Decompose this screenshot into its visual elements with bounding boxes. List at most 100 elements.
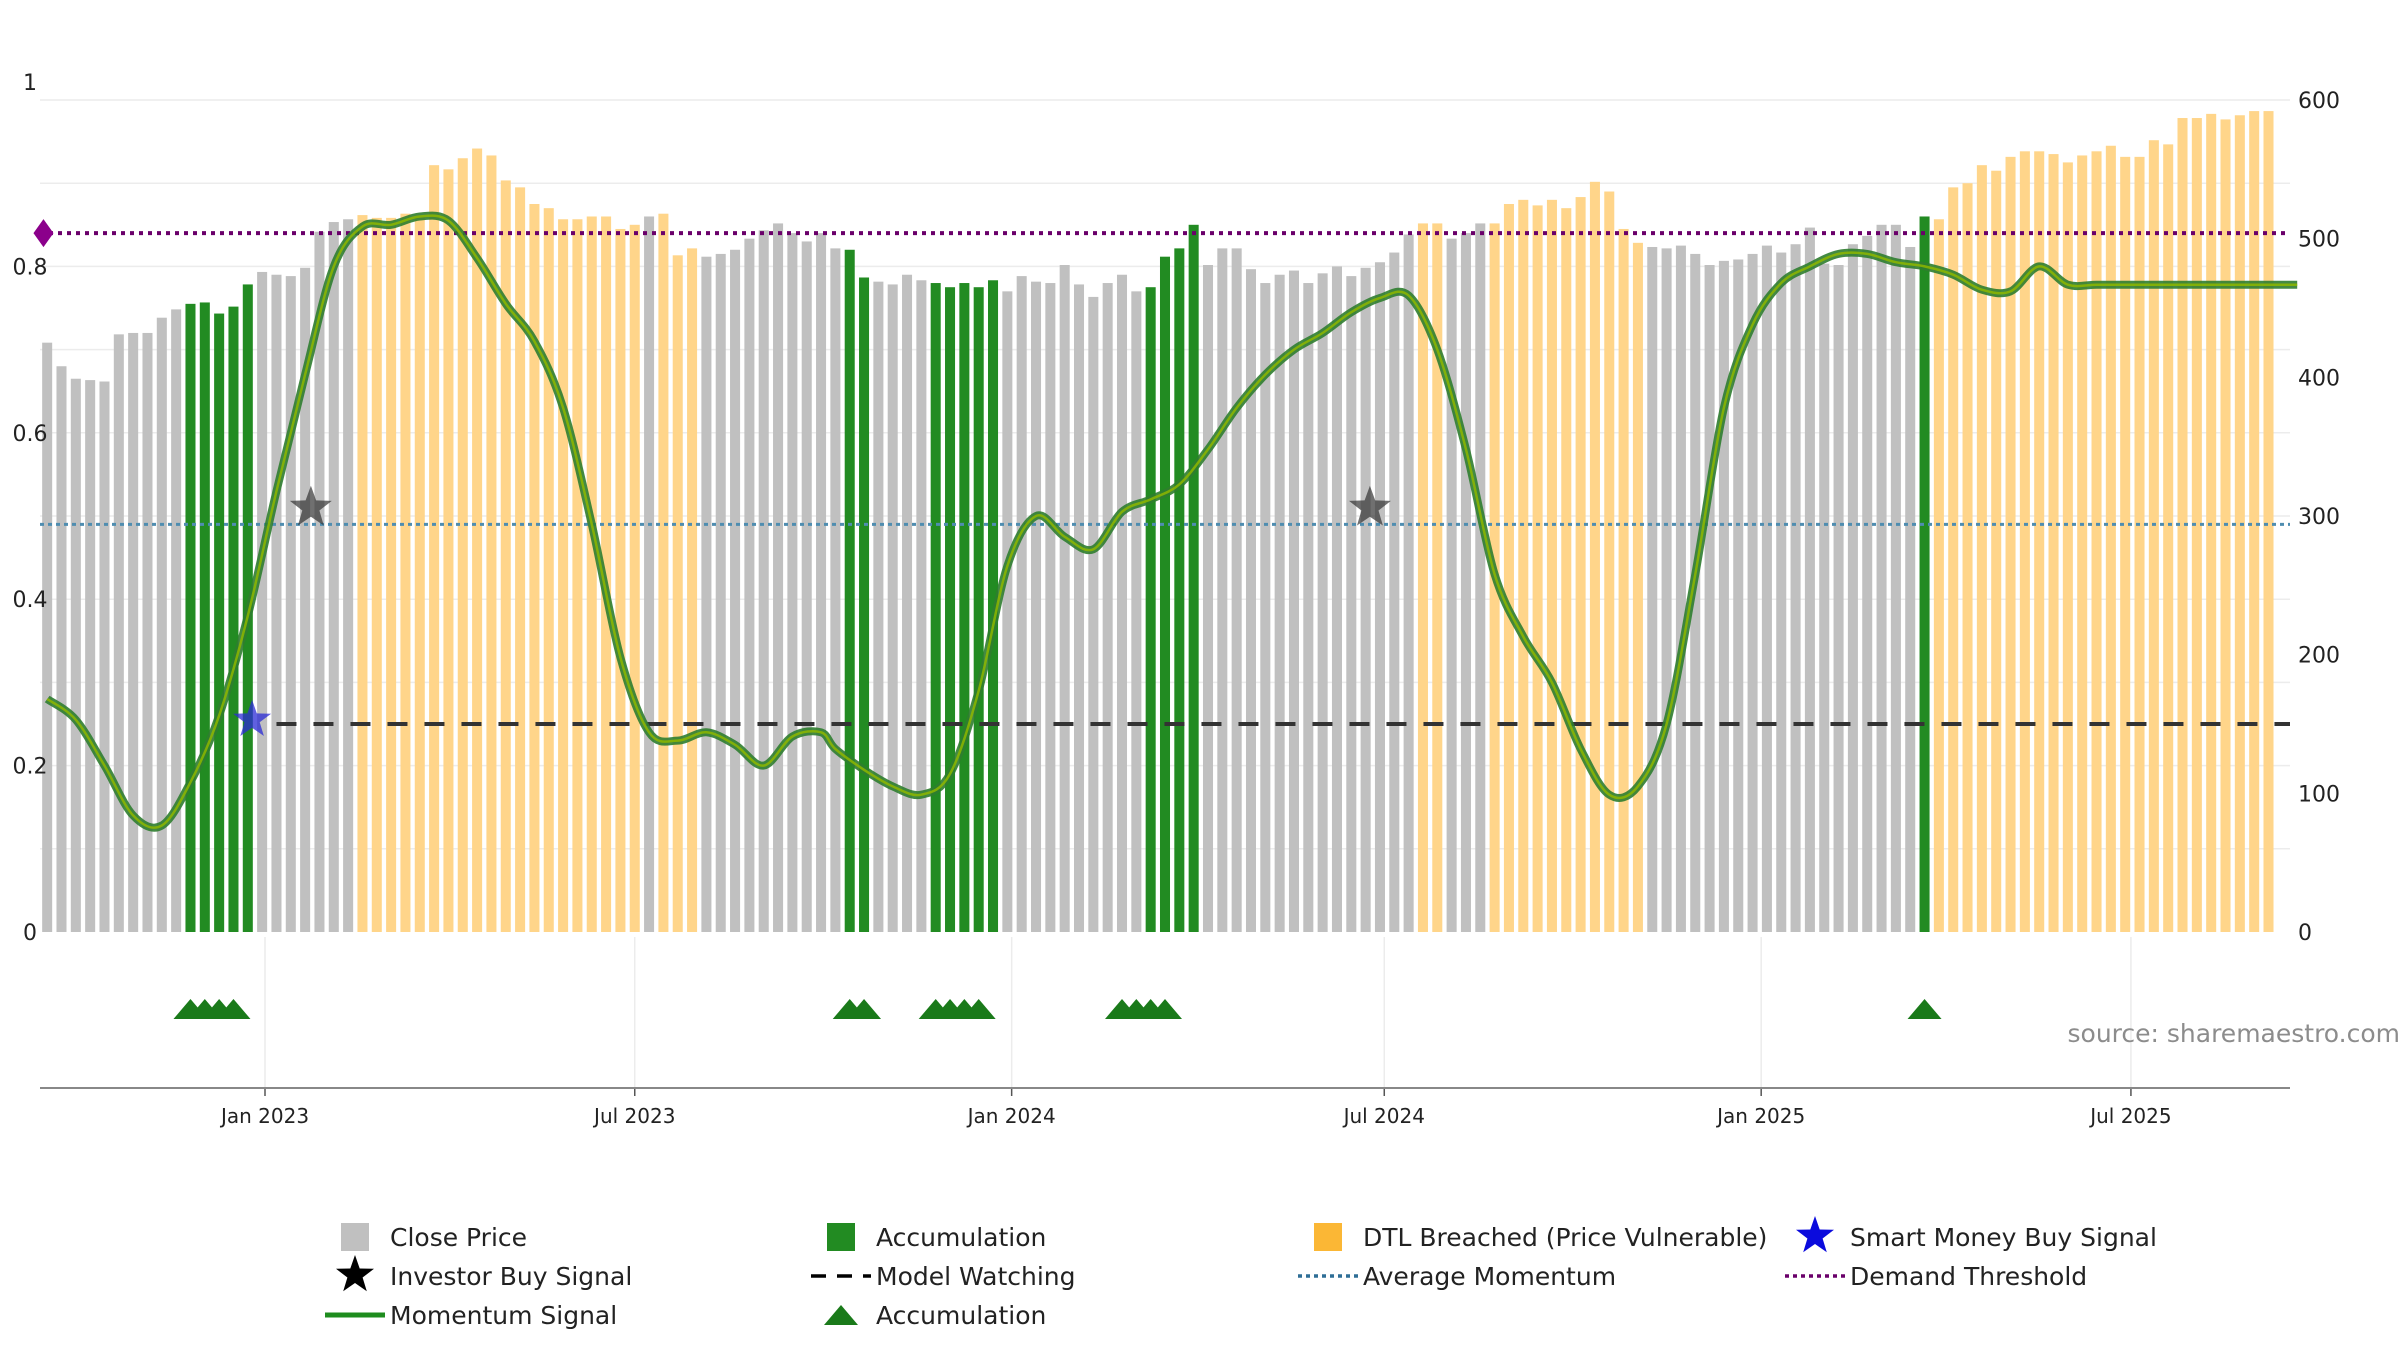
close-price-bar — [1403, 234, 1414, 933]
legend-item: Momentum Signal — [325, 1301, 617, 1330]
dtl-breached-bar — [586, 216, 597, 933]
dtl-breached-bar — [2034, 151, 2045, 933]
legend-star — [1796, 1216, 1834, 1253]
legend-item: Close Price — [341, 1223, 527, 1252]
momentum-signal-line — [44, 211, 2298, 832]
dtl-breached-bar — [529, 204, 540, 932]
accumulation-bar — [844, 249, 855, 932]
right-axis-tick-label: 100 — [2298, 782, 2340, 807]
legend-item: Model Watching — [811, 1262, 1076, 1291]
accumulation-triangle — [216, 999, 251, 1019]
close-price-bar — [1446, 238, 1457, 932]
accumulation-bar — [1174, 248, 1185, 932]
close-price-bar — [1833, 265, 1844, 933]
legend-swatch — [827, 1223, 855, 1251]
momentum-signal-highlight — [46, 214, 2298, 829]
right-axis-tick-label: 200 — [2298, 644, 2340, 669]
close-price-bar — [1647, 246, 1658, 932]
dtl-breached-bar — [1618, 228, 1629, 932]
legend-label: Accumulation — [876, 1301, 1046, 1330]
source-label: source: sharemaestro.com — [2068, 1019, 2400, 1048]
dtl-breached-bar — [1933, 219, 1944, 933]
accumulation-bar — [185, 303, 196, 933]
accumulation-bar — [1159, 256, 1171, 932]
close-price-bar — [1905, 246, 1916, 932]
dtl-breached-bar — [357, 215, 368, 933]
accumulation-bar — [1919, 216, 1930, 933]
close-price-bar — [1776, 252, 1787, 933]
dtl-breached-bar — [1532, 205, 1543, 933]
x-tick-label: Jan 2024 — [966, 1104, 1056, 1128]
dtl-breached-bar — [2134, 156, 2145, 932]
left-axis-tick-label: 0.6 — [13, 422, 48, 447]
investor-buy-signal-star — [1349, 485, 1391, 526]
close-price-bar — [1059, 265, 1070, 933]
left-axis-tick-label: 0.8 — [13, 255, 48, 280]
close-price-bar — [1231, 248, 1242, 932]
legend-item: Investor Buy Signal — [336, 1255, 632, 1292]
legend-item: Accumulation — [827, 1223, 1046, 1252]
close-price-bar — [1747, 253, 1758, 933]
legend-item: DTL Breached (Price Vulnerable) — [1314, 1223, 1767, 1252]
dtl-breached-bar — [2249, 111, 2260, 933]
close-price-bar — [1016, 276, 1027, 932]
close-price-bar — [1761, 245, 1772, 933]
close-price-bar — [1002, 291, 1013, 932]
close-price-bar — [328, 222, 339, 932]
accumulation-triangle — [961, 999, 996, 1019]
dtl-breached-bar — [1561, 208, 1572, 932]
close-price-bar — [1675, 245, 1686, 933]
close-price-bar — [1331, 266, 1342, 932]
dtl-breached-bar — [386, 217, 397, 932]
signal-markers — [33, 219, 1391, 736]
legend-label: Demand Threshold — [1850, 1262, 2087, 1291]
close-price-bar — [1389, 252, 1400, 933]
close-price-bar — [1790, 244, 1801, 933]
close-price-bar — [85, 380, 96, 932]
dtl-breached-bar — [1417, 223, 1428, 932]
close-price-bar — [343, 219, 354, 933]
close-price-bar — [1045, 283, 1056, 932]
legend: Close Price Accumulation DTL Breached (Pri… — [325, 1216, 2157, 1330]
accumulation-bar — [1145, 287, 1156, 932]
close-price-bar — [1288, 270, 1299, 932]
dtl-breached-bar — [572, 219, 583, 933]
reference-lines — [40, 231, 2290, 726]
dtl-breached-bar — [2148, 140, 2159, 933]
close-price-bar — [1260, 283, 1271, 932]
dtl-breached-bar — [672, 255, 683, 933]
legend-label: Close Price — [390, 1223, 527, 1252]
close-price-bar — [1661, 248, 1672, 932]
dtl-breached-bar — [1948, 187, 1959, 933]
close-price-bar — [744, 238, 755, 932]
price-bars — [42, 111, 2274, 933]
dtl-breached-bar — [429, 165, 440, 932]
close-price-bar — [1819, 263, 1830, 932]
close-price-bar — [916, 280, 927, 932]
close-price-bar — [113, 334, 124, 932]
close-price-bar — [1890, 224, 1901, 933]
dtl-breached-bar — [1604, 191, 1615, 932]
demand-threshold-marker — [33, 219, 54, 248]
legend-item: Accumulation — [824, 1301, 1046, 1330]
accumulation-bar — [1188, 224, 1199, 933]
close-price-bar — [1317, 273, 1328, 932]
close-price-bar — [787, 233, 798, 932]
legend-label: Investor Buy Signal — [390, 1262, 632, 1291]
close-price-bar — [1704, 265, 1715, 933]
x-tick-label: Jul 2023 — [592, 1104, 675, 1128]
dtl-breached-bar — [500, 180, 511, 933]
close-price-bar — [1475, 223, 1486, 932]
dtl-breached-bar — [658, 213, 669, 932]
close-price-bar — [257, 271, 268, 932]
close-price-bar — [1733, 259, 1744, 932]
right-axis-tick-label: 0 — [2298, 921, 2312, 946]
dtl-breached-bar — [1632, 242, 1643, 932]
legend-label: Momentum Signal — [390, 1301, 617, 1330]
dtl-breached-bar — [1503, 204, 1514, 932]
legend-label: Average Momentum — [1363, 1262, 1616, 1291]
smart-money-buy-signal-star — [233, 699, 272, 736]
close-price-bar — [99, 381, 110, 932]
dtl-breached-bar — [2105, 145, 2116, 932]
